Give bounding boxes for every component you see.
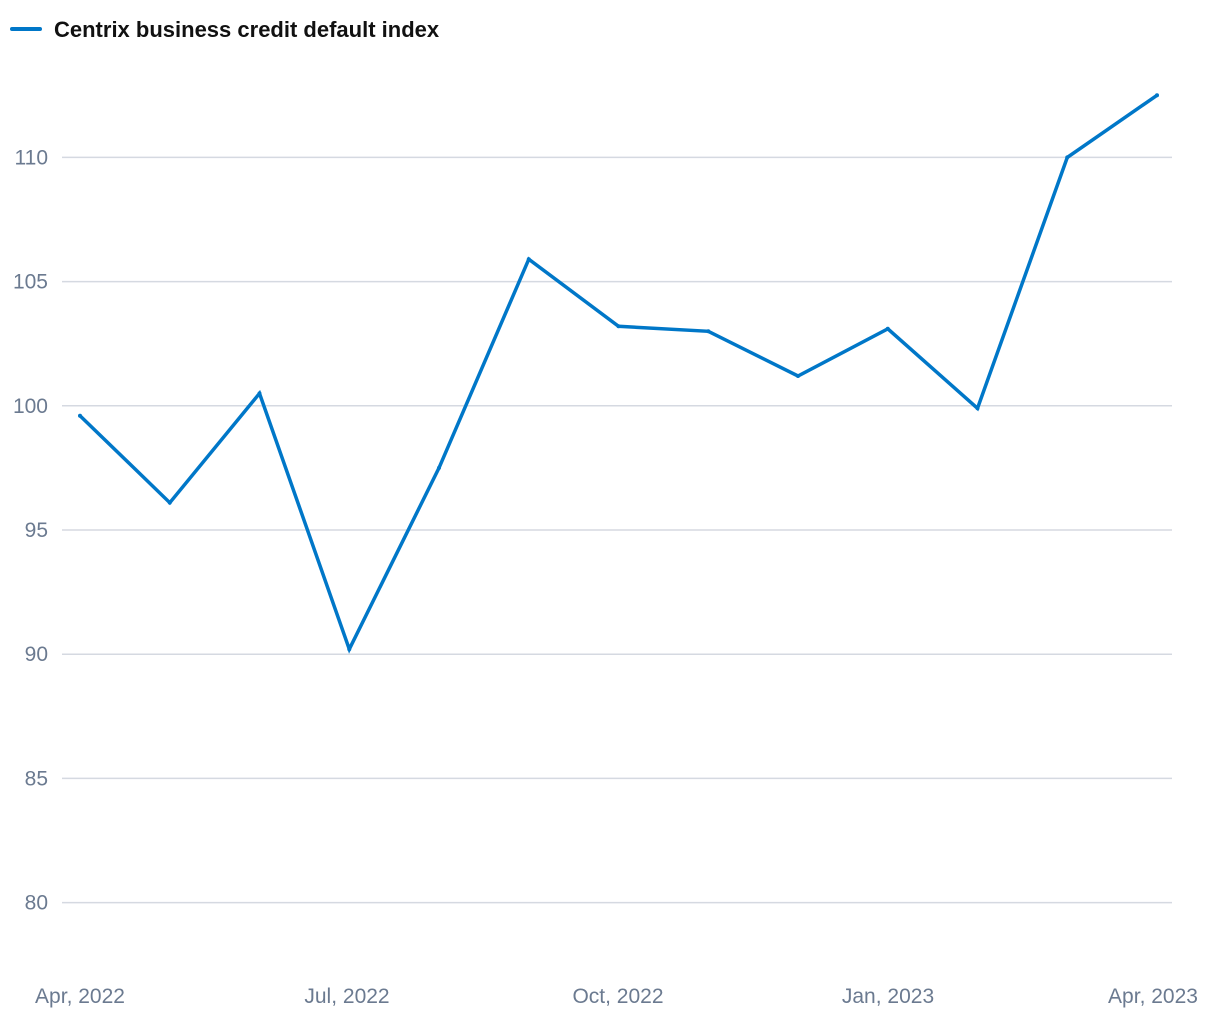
data-point xyxy=(1065,155,1070,160)
data-point xyxy=(526,257,531,262)
data-point xyxy=(796,373,800,378)
y-tick-label: 90 xyxy=(25,643,48,666)
data-point xyxy=(975,406,980,411)
x-tick-label: Oct, 2022 xyxy=(572,985,663,1008)
data-point xyxy=(885,326,890,331)
data-point xyxy=(616,324,621,329)
data-point xyxy=(347,647,352,652)
x-tick-label: Jul, 2022 xyxy=(304,985,389,1008)
y-tick-label: 85 xyxy=(25,767,48,790)
data-point xyxy=(1155,93,1159,98)
y-tick-label: 105 xyxy=(13,271,48,294)
series-line-0 xyxy=(78,93,1159,654)
y-tick-label: 100 xyxy=(13,395,48,418)
y-tick-label: 95 xyxy=(25,519,48,542)
x-tick-label: Jan, 2023 xyxy=(842,985,934,1008)
x-tick-label: Apr, 2023 xyxy=(1108,985,1198,1008)
legend-label: Centrix business credit default index xyxy=(54,17,440,42)
x-axis: Apr, 2022 Jul, 2022 Oct, 2022 Jan, 2023 Apr,… xyxy=(35,985,1198,1008)
data-point xyxy=(257,391,262,396)
data-point xyxy=(167,500,172,505)
gridlines xyxy=(62,156,1172,904)
y-axis: 80 85 90 95 100 105 110 xyxy=(13,146,48,914)
data-point xyxy=(706,329,711,334)
series-layer xyxy=(78,93,1159,654)
y-tick-label: 80 xyxy=(25,892,48,915)
data-point xyxy=(78,413,82,418)
legend: Centrix business credit default index xyxy=(10,17,440,42)
data-point xyxy=(437,465,441,470)
x-tick-label: Apr, 2022 xyxy=(35,985,125,1008)
y-tick-label: 110 xyxy=(15,146,48,169)
